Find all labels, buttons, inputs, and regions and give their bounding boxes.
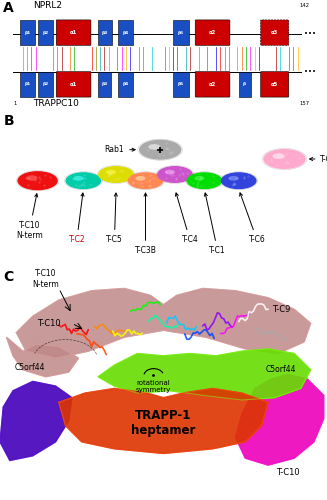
Circle shape (263, 149, 306, 169)
Text: T-C10: T-C10 (37, 319, 61, 328)
FancyBboxPatch shape (118, 20, 133, 45)
Text: TRAPP-1
heptamer: TRAPP-1 heptamer (131, 410, 196, 438)
Text: 157: 157 (299, 101, 309, 106)
Circle shape (26, 176, 38, 180)
Text: T-C4: T-C4 (176, 193, 198, 244)
Text: α2: α2 (209, 30, 216, 35)
FancyBboxPatch shape (195, 20, 230, 46)
Circle shape (135, 176, 146, 180)
Polygon shape (7, 337, 78, 377)
Circle shape (157, 166, 193, 183)
FancyBboxPatch shape (118, 72, 133, 97)
FancyBboxPatch shape (261, 72, 289, 97)
Text: T-C10
N-term: T-C10 N-term (16, 194, 43, 240)
Text: TRAPPC10: TRAPPC10 (33, 99, 78, 108)
Text: T-C1: T-C1 (204, 193, 226, 255)
FancyBboxPatch shape (173, 72, 189, 97)
Text: •••: ••• (304, 31, 316, 37)
Text: α1: α1 (70, 82, 77, 87)
FancyBboxPatch shape (98, 20, 112, 45)
Text: α2: α2 (209, 82, 216, 87)
Text: T-C5: T-C5 (106, 193, 123, 244)
Text: β4: β4 (122, 30, 129, 34)
Circle shape (17, 171, 58, 190)
Text: α5: α5 (271, 82, 278, 87)
Text: T-C3A: T-C3A (310, 154, 327, 164)
Text: T-C2: T-C2 (69, 193, 85, 244)
Text: NPRL2: NPRL2 (33, 1, 62, 10)
Circle shape (273, 154, 284, 159)
Circle shape (98, 166, 134, 183)
Circle shape (139, 140, 181, 160)
FancyBboxPatch shape (20, 20, 35, 45)
Circle shape (148, 144, 160, 150)
Text: 142: 142 (299, 4, 309, 8)
Text: α3: α3 (271, 30, 278, 35)
Circle shape (221, 172, 257, 189)
Text: β5: β5 (178, 82, 184, 86)
Circle shape (194, 176, 204, 180)
Text: T-C9: T-C9 (272, 305, 290, 314)
Text: T-C10
N-term: T-C10 N-term (32, 270, 59, 289)
FancyBboxPatch shape (56, 72, 91, 97)
Text: C5orf44: C5orf44 (14, 363, 45, 372)
FancyBboxPatch shape (56, 20, 91, 46)
Text: T-C10: T-C10 (276, 468, 300, 476)
Text: A: A (3, 1, 14, 15)
Text: 1: 1 (13, 101, 16, 106)
Circle shape (229, 176, 239, 180)
Text: β2: β2 (43, 82, 48, 86)
Circle shape (73, 176, 83, 180)
Text: β2: β2 (43, 30, 48, 34)
Text: T-C6: T-C6 (240, 193, 265, 244)
Text: C: C (3, 270, 13, 284)
FancyBboxPatch shape (98, 72, 111, 97)
Text: Rab1: Rab1 (105, 145, 135, 154)
FancyBboxPatch shape (261, 20, 289, 46)
Text: β3: β3 (101, 82, 107, 86)
Polygon shape (98, 349, 311, 400)
Polygon shape (0, 382, 72, 460)
FancyBboxPatch shape (173, 20, 189, 45)
Text: β4: β4 (122, 82, 129, 86)
Circle shape (186, 172, 222, 189)
Text: β5: β5 (178, 30, 184, 34)
Text: β1: β1 (24, 30, 31, 34)
FancyBboxPatch shape (20, 72, 35, 97)
FancyBboxPatch shape (38, 72, 53, 97)
FancyBboxPatch shape (195, 72, 230, 97)
Circle shape (106, 170, 116, 174)
Text: rotational
symmetry: rotational symmetry (136, 380, 171, 392)
Text: T-C3B: T-C3B (135, 193, 156, 255)
Polygon shape (59, 388, 268, 454)
Text: C5orf44: C5orf44 (266, 366, 297, 374)
Text: T-C9: T-C9 (24, 468, 42, 476)
FancyBboxPatch shape (239, 72, 251, 97)
Circle shape (65, 172, 101, 189)
Text: β': β' (243, 82, 247, 86)
Polygon shape (235, 374, 324, 465)
Text: B: B (3, 114, 14, 128)
Text: β3: β3 (102, 30, 108, 34)
Polygon shape (16, 288, 311, 358)
Text: α1: α1 (70, 30, 77, 35)
FancyBboxPatch shape (38, 20, 53, 45)
Text: •••: ••• (304, 69, 316, 75)
Circle shape (165, 170, 175, 174)
Text: β1: β1 (24, 82, 31, 86)
Circle shape (128, 172, 164, 189)
